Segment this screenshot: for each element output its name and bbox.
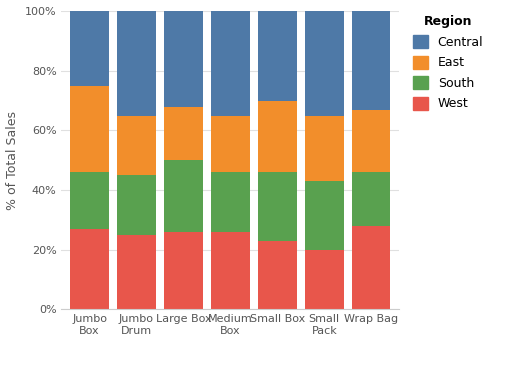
Bar [117, 11, 156, 115]
Bar [258, 172, 296, 241]
Bar [305, 250, 344, 309]
Bar [305, 115, 344, 181]
Bar [117, 175, 156, 234]
Bar [211, 232, 250, 309]
Bar [305, 11, 344, 115]
Bar [164, 232, 203, 309]
Bar [258, 241, 296, 309]
Bar [211, 11, 250, 115]
Bar [352, 172, 391, 226]
Legend: Central, East, South, West: Central, East, South, West [409, 12, 487, 114]
Bar [117, 234, 156, 309]
Bar [352, 110, 391, 172]
Bar [258, 11, 296, 101]
Bar [352, 226, 391, 309]
Bar [164, 107, 203, 160]
Bar [70, 172, 109, 229]
Bar [258, 101, 296, 172]
Bar [352, 11, 391, 110]
Bar [164, 160, 203, 232]
Bar [164, 11, 203, 107]
Bar [70, 229, 109, 309]
Bar [70, 11, 109, 86]
Bar [117, 115, 156, 175]
Bar [211, 172, 250, 232]
Bar [70, 86, 109, 172]
Bar [211, 115, 250, 172]
Bar [305, 181, 344, 250]
Y-axis label: % of Total Sales: % of Total Sales [6, 111, 19, 210]
